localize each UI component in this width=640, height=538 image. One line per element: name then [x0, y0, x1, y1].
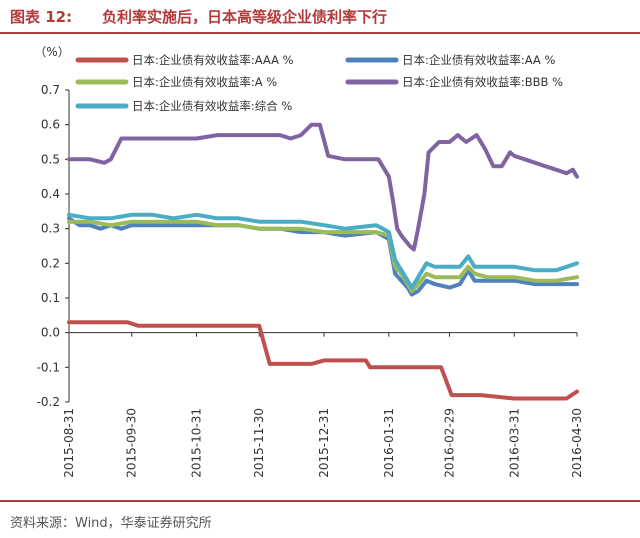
line-chart: （%） 0.70.60.50.40.30.20.10.0-0.1-0.22015… [34, 45, 584, 478]
x-tick-label: 2015-08-31 [62, 408, 76, 478]
legend: 日本:企业债有效收益率:AAA % 日本:企业债有效收益率:AA % 日本:企业债有… [75, 53, 563, 113]
y-tick-label: 0.4 [41, 187, 60, 201]
x-tick-label: 2015-09-30 [125, 408, 139, 478]
figure-title: 负利率实施后，日本高等级企业债利率下行 [102, 8, 388, 26]
source-footer: 资料来源：Wind，华泰证券研究所 [0, 500, 640, 538]
figure-header: 图表 12: 负利率实施后，日本高等级企业债利率下行 [0, 0, 640, 34]
series-line-0 [67, 320, 579, 401]
y-axis-label: （%） [34, 45, 69, 59]
x-tick-label: 2016-04-30 [570, 408, 584, 478]
y-tick-label: 0.5 [41, 152, 60, 166]
source-note: 资料来源：Wind，华泰证券研究所 [10, 516, 212, 531]
legend-label-3: 日本:企业债有效收益率:BBB % [402, 75, 563, 89]
y-tick-label: 0.7 [41, 83, 60, 97]
legend-label-2: 日本:企业债有效收益率:A % [132, 75, 277, 89]
series-layer [67, 122, 579, 401]
x-tick-label: 2016-02-29 [442, 408, 456, 478]
x-tick-label: 2015-10-31 [190, 408, 204, 478]
legend-label-1: 日本:企业债有效收益率:AA % [402, 53, 555, 67]
series-line-1 [67, 216, 579, 297]
y-tick-label: -0.1 [37, 360, 60, 374]
legend-label-4: 日本:企业债有效收益率:综合 % [132, 99, 292, 113]
legend-label-0: 日本:企业债有效收益率:AAA % [132, 53, 294, 67]
y-tick-label: -0.2 [37, 395, 60, 409]
y-tick-label: 0.1 [41, 291, 60, 305]
y-tick-label: 0.6 [41, 118, 60, 132]
x-tick-label: 2016-03-31 [507, 408, 521, 478]
series-line-4 [67, 212, 579, 290]
y-tick-label: 0.2 [41, 256, 60, 270]
y-tick-label: 0.3 [41, 222, 60, 236]
x-tick-label: 2016-01-31 [382, 408, 396, 478]
axes: 0.7 0.6 0.5 0.4 0.3 0.2 0.1 0.0 -0.1 -0.22015-08-… [37, 83, 584, 478]
x-tick-label: 2015-11-30 [252, 408, 266, 478]
x-tick-label: 2015-12-31 [317, 408, 331, 478]
figure-label: 图表 12: [10, 8, 73, 26]
y-tick-label: 0.0 [41, 326, 60, 340]
series-line-3 [67, 122, 579, 252]
